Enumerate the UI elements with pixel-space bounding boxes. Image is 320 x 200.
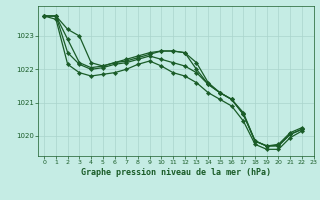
- X-axis label: Graphe pression niveau de la mer (hPa): Graphe pression niveau de la mer (hPa): [81, 168, 271, 177]
